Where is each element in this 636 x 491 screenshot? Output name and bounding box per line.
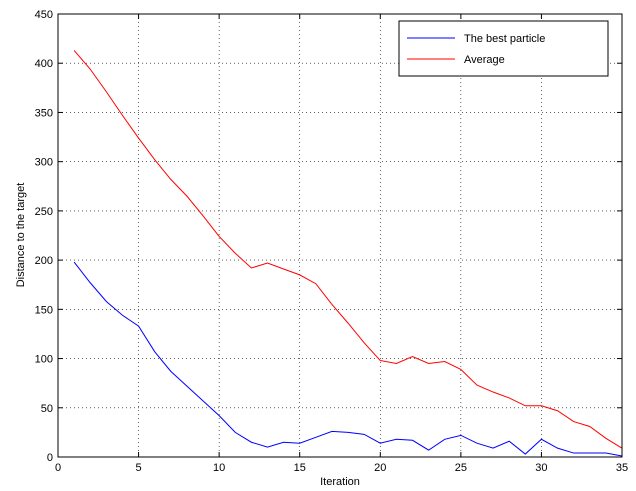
legend-label: The best particle [464,33,545,45]
x-tick-label: 35 [616,462,628,474]
x-tick-label: 5 [136,462,142,474]
series-line-best-particle [73,261,623,457]
series-line-average [73,50,623,449]
x-tick-label: 10 [213,462,225,474]
axis-ticks: 0 5 10 15 20 25 30 3505010015020025030035040045… [35,9,628,474]
x-axis-label: Iteration [320,476,360,488]
y-axis-label: Distance to the target [15,183,27,288]
x-tick-label: 15 [294,462,306,474]
x-tick-label: 30 [535,462,547,474]
legend-label: Average [464,54,505,66]
y-tick-label: 150 [35,304,53,316]
y-tick-label: 100 [35,354,53,366]
series-lines [73,50,623,457]
y-tick-label: 200 [35,255,53,267]
y-tick-label: 400 [35,58,53,70]
x-tick-label: 20 [374,462,386,474]
x-tick-label: 25 [455,462,467,474]
y-tick-label: 250 [35,206,53,218]
legend-box [398,20,609,77]
plot-frame [57,13,623,458]
x-tick-label: 0 [55,462,61,474]
legend: The best particle Average [398,20,609,77]
y-tick-label: 450 [35,9,53,21]
y-tick-label: 0 [47,452,53,464]
y-tick-label: 300 [35,157,53,169]
y-tick-label: 50 [41,403,53,415]
y-tick-label: 350 [35,107,53,119]
plot-area [58,14,622,457]
